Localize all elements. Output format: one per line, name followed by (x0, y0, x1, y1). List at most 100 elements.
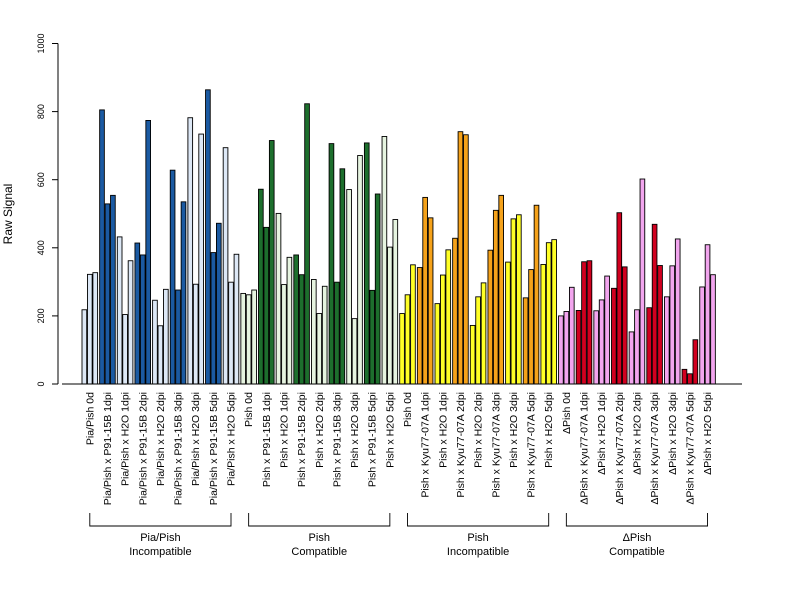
bar (558, 315, 564, 385)
x-tick-label: ΔPish x Kyu77-07A 1dpi (579, 392, 591, 505)
y-tick-label: 0 (36, 381, 46, 386)
bar (251, 289, 257, 385)
group-sublabel: Compatible (609, 546, 665, 558)
x-tick-label: Pish x P91-15B 5dpi (367, 392, 379, 487)
bar (434, 303, 441, 385)
bar (498, 194, 505, 385)
bar (621, 266, 628, 385)
bar (651, 223, 658, 385)
bar (339, 168, 346, 385)
bar (475, 296, 481, 385)
bar (634, 309, 640, 385)
bar (510, 218, 517, 385)
bar (598, 299, 605, 385)
bar (569, 286, 575, 385)
x-tick-label: Pish x H2O 3dpi (349, 392, 361, 468)
bar (463, 134, 469, 385)
bar (387, 246, 393, 385)
bar (122, 314, 128, 385)
y-axis: 0 200 400 600 800 1000 (36, 33, 59, 387)
bar (575, 310, 582, 385)
x-tick-label: Pia/Pish x P91-15B 1dpi (102, 392, 114, 505)
x-tick-label: Pish x P91-15B 2dpi (296, 392, 308, 487)
y-tick-label: 600 (36, 172, 46, 187)
group-bracket (248, 513, 391, 527)
x-tick-label: Pish x H2O 5dpi (384, 392, 396, 468)
group-label: ΔPish (623, 532, 652, 544)
bar (369, 289, 376, 385)
bar (116, 236, 123, 385)
group-label: Pish (467, 532, 488, 544)
bar (581, 261, 587, 385)
bar (175, 289, 181, 385)
bar (268, 140, 275, 385)
bar (258, 188, 264, 385)
bar (192, 283, 199, 385)
y-tick-label: 400 (36, 240, 46, 255)
x-tick-label: Pish 0d (402, 392, 414, 427)
bar (139, 254, 146, 385)
bar (646, 307, 652, 385)
bar (157, 325, 164, 385)
bar (104, 203, 111, 385)
y-tick-label: 800 (36, 104, 46, 119)
bar (210, 252, 217, 385)
bar (480, 282, 487, 385)
bar (616, 212, 623, 385)
bar (657, 265, 663, 385)
x-tick-label: Pish x H2O 2dpi (314, 392, 326, 468)
bar (639, 178, 646, 385)
bar (399, 313, 405, 385)
bar (275, 212, 282, 385)
bar (674, 238, 681, 385)
bar (669, 265, 676, 385)
x-tick-label: ΔPish x H2O 5dpi (702, 392, 714, 475)
x-tick-label: Pia/Pish x P91-15B 5dpi (208, 392, 220, 505)
bar (469, 324, 476, 385)
bar (240, 292, 247, 385)
bar (492, 209, 499, 385)
group-bracket (565, 513, 708, 527)
bar (92, 272, 99, 385)
bar (169, 169, 176, 385)
x-tick-label: ΔPish x H2O 2dpi (631, 392, 643, 475)
bar (163, 288, 169, 385)
x-tick-label: ΔPish x Kyu77-07A 3dpi (649, 392, 661, 505)
bar (404, 294, 411, 385)
y-axis-label: Raw Signal (1, 184, 15, 245)
bar (99, 109, 105, 385)
x-tick-label: Pish x H2O 3dpi (508, 392, 520, 468)
x-tick-label: Pia/Pish x P91-15B 3dpi (173, 392, 185, 505)
x-tick-labels: Pia/Pish 0d Pia/Pish x P91-15B 1dpi Pia/Pi… (84, 392, 714, 505)
bar (440, 274, 446, 385)
bar (81, 309, 88, 385)
x-tick-label: Pia/Pish 0d (84, 392, 96, 445)
y-tick-label: 1000 (36, 33, 46, 53)
bar (293, 254, 299, 385)
bar (363, 142, 370, 385)
bar (692, 339, 699, 385)
x-tick-label: Pia/Pish x H2O 5dpi (226, 392, 238, 486)
bar (427, 217, 434, 385)
x-tick-label: Pish x H2O 1dpi (437, 392, 449, 468)
bar (245, 294, 252, 385)
bar (110, 194, 116, 385)
x-tick-label: Pish x H2O 2dpi (473, 392, 485, 468)
bar (699, 286, 705, 385)
x-tick-label: Pish x H2O 1dpi (278, 392, 290, 468)
group-bracket (89, 513, 232, 527)
group-sublabel: Incompatible (447, 546, 509, 558)
bar (505, 261, 511, 385)
x-tick-label: Pia/Pish x P91-15B 2dpi (137, 392, 149, 505)
y-tick-label: 200 (36, 308, 46, 323)
bar (316, 313, 323, 385)
bar (134, 242, 141, 385)
x-tick-label: Pia/Pish x H2O 3dpi (190, 392, 202, 486)
bar (528, 269, 534, 385)
x-tick-label: ΔPish x H2O 3dpi (667, 392, 679, 475)
bar (593, 310, 599, 385)
bar (304, 103, 310, 385)
x-tick-label: ΔPish x Kyu77-07A 2dpi (614, 392, 626, 505)
bar (311, 279, 317, 385)
